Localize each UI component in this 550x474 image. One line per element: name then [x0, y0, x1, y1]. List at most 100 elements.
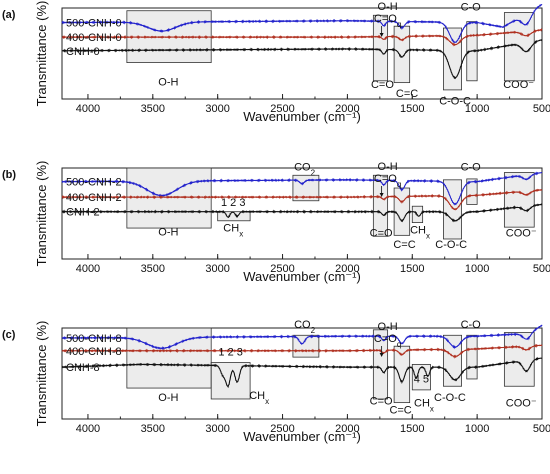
panel-label: (c) — [2, 329, 16, 341]
annotation-label: C-O — [461, 319, 482, 331]
series-label: CNH-0 — [66, 46, 100, 58]
annotation-label: COO⁻ — [503, 79, 534, 91]
x-tick-label: 1000 — [465, 423, 489, 435]
x-tick-label: 2000 — [335, 103, 359, 115]
x-tick-label: 3500 — [141, 263, 165, 275]
panel-label: (a) — [2, 9, 16, 21]
region-box-8 — [503, 172, 535, 228]
annotation-label: 4 5 — [414, 374, 429, 386]
region-box-6 — [443, 179, 462, 240]
x-tick-label: 3000 — [205, 103, 229, 115]
panel-0: 500-CNH-0 400-CNH-0 CNH-0 O-H C=OC=C C-O-C COO… — [2, 1, 550, 124]
top-annotation-line1: O-H — [378, 161, 398, 173]
x-axis-label: Wavenumber (cm⁻¹) — [243, 269, 361, 284]
y-axis-label: Transmittance (%) — [34, 321, 49, 427]
x-tick-label: 4000 — [76, 423, 100, 435]
series-label: CNH-2 — [66, 207, 100, 219]
x-tick-label: 3500 — [141, 103, 165, 115]
annotation-label: CHx — [414, 397, 434, 413]
y-axis-label: Transmittance (%) — [34, 161, 49, 267]
annotation-label: O-H — [158, 226, 178, 238]
plot-frame — [61, 7, 543, 100]
arrow-head-icon — [379, 353, 384, 357]
annotation-label: C-O-C — [439, 95, 471, 107]
annotation-label: O-H — [158, 76, 178, 88]
series-line-400-cnh-0 — [61, 27, 543, 47]
annotation-label: CHx — [249, 390, 269, 406]
series-label: CNH-8 — [66, 362, 100, 374]
x-tick-label: 500 — [533, 423, 550, 435]
region-box-1 — [217, 211, 251, 222]
annotation-label: 1 2 3 — [218, 346, 242, 358]
x-tick-label: 2000 — [335, 423, 359, 435]
x-tick-label: 1000 — [465, 103, 489, 115]
x-tick-label: 3000 — [205, 423, 229, 435]
annotation-label: C-O-C — [435, 239, 467, 251]
annotation-label: C=C — [396, 88, 418, 100]
arrow-head-icon — [379, 33, 384, 37]
series-line-500-cnh-0 — [61, 3, 543, 43]
region-box-3 — [372, 329, 389, 400]
x-tick-label: 2000 — [335, 263, 359, 275]
annotation-label: CHx — [223, 223, 243, 239]
region-box-1 — [210, 362, 251, 400]
top-annotation-line1: O-H — [378, 1, 398, 13]
series-label: 500-CNH-8 — [66, 333, 122, 345]
series-line-cnh-0 — [61, 39, 543, 80]
x-tick-label: 500 — [533, 263, 550, 275]
series-line-400-cnh-8 — [61, 343, 543, 359]
series-label: 400-CNH-2 — [66, 192, 122, 204]
x-tick-label: 1500 — [400, 103, 424, 115]
annotation-label: COO⁻ — [506, 227, 537, 239]
series-label: 500-CNH-2 — [66, 177, 122, 189]
series-label: 400-CNH-8 — [66, 346, 122, 358]
series-label: 400-CNH-0 — [66, 32, 122, 44]
region-box-5 — [411, 363, 431, 391]
annotation-label: COO⁻ — [506, 397, 537, 409]
x-tick-label: 1000 — [465, 263, 489, 275]
annotation-label: O-H — [158, 392, 178, 404]
annotation-label: C-O — [461, 2, 482, 14]
region-box-2 — [393, 25, 411, 84]
top-annotation-line2: C=Oq — [374, 173, 401, 189]
plot-frame — [61, 327, 543, 420]
x-axis-label: Wavenumber (cm⁻¹) — [243, 109, 361, 124]
annotation-label: C=O — [370, 227, 393, 239]
annotation-label: C-O-C — [434, 392, 466, 404]
annotation-label: CHx — [410, 225, 430, 241]
x-tick-label: 2500 — [270, 423, 294, 435]
top-annotation-line1: O-H — [378, 321, 398, 333]
panel-1: 500-CNH-2 400-CNH-2 CNH-2 O-H CHx 1 2 3 CO2 C=O… — [2, 161, 550, 284]
series-line-cnh-2 — [61, 203, 543, 223]
region-box-1 — [372, 14, 389, 82]
arrow-head-icon — [379, 193, 384, 197]
region-box-8 — [503, 332, 535, 387]
panel-label: (b) — [2, 169, 16, 181]
region-box-7 — [466, 178, 478, 205]
region-box-4 — [393, 345, 411, 404]
top-annotation-line2: C=Oq — [374, 13, 401, 29]
x-tick-label: 4000 — [76, 103, 100, 115]
series-line-500-cnh-2 — [61, 171, 543, 206]
series-line-cnh-8 — [61, 356, 543, 389]
y-axis-label: Transmittance (%) — [34, 1, 49, 107]
annotation-label: C=C — [389, 405, 411, 417]
annotation-label: C-O — [461, 162, 482, 174]
annotation-label: CO2 — [294, 162, 316, 178]
x-tick-label: 1500 — [400, 423, 424, 435]
region-box-3 — [372, 174, 389, 237]
x-tick-label: 2500 — [270, 263, 294, 275]
x-tick-label: 1500 — [400, 263, 424, 275]
x-tick-label: 3500 — [141, 423, 165, 435]
plot-frame — [61, 167, 543, 260]
annotation-label: C=C — [393, 239, 415, 251]
annotation-label: CO2 — [294, 319, 316, 335]
x-tick-label: 2500 — [270, 103, 294, 115]
series-line-500-cnh-8 — [61, 324, 543, 351]
annotation-label: C=O — [371, 79, 394, 91]
x-tick-label: 3000 — [205, 263, 229, 275]
region-box-7 — [466, 334, 478, 380]
